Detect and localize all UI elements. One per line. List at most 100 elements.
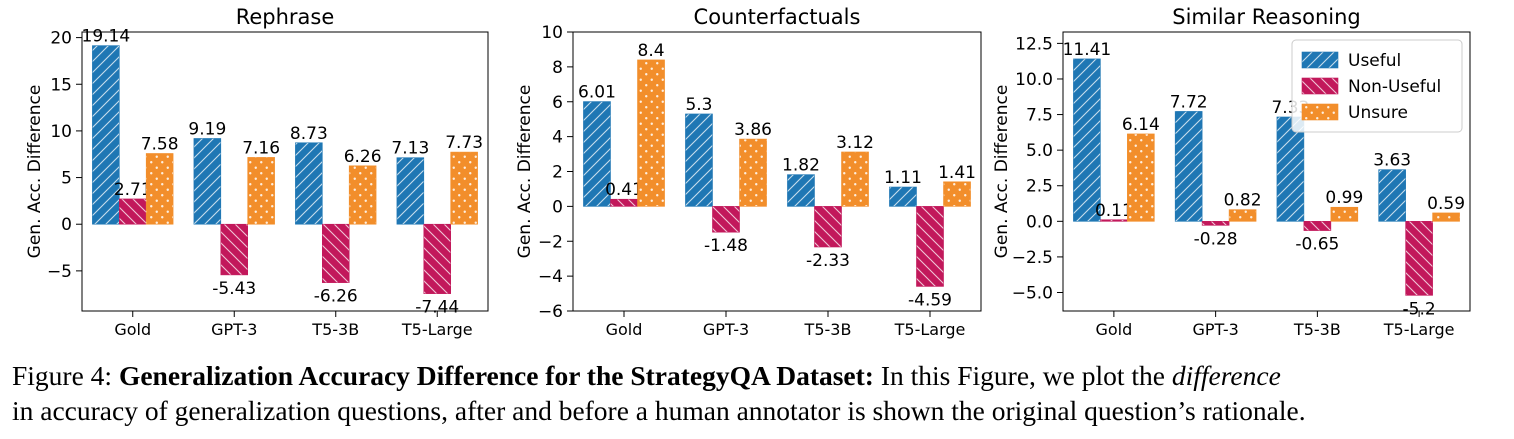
data-label: -6.26 [314,287,358,307]
data-label: 7.58 [141,134,179,154]
data-label: 1.41 [938,163,976,183]
legend-label-non-useful: Non-Useful [1348,77,1441,97]
bar-non-useful-gold [119,198,147,225]
data-label: -5.2 [1403,299,1436,319]
bar-unsure-gold [145,153,174,225]
data-label: -4.59 [908,290,952,310]
caption-bold-title: Generalization Accuracy Difference for t… [118,360,874,391]
legend-swatch-unsure [1301,103,1339,121]
x-tick-label: T5-Large [894,320,966,339]
x-tick-label: T5-Large [401,320,473,339]
bar-non-useful-t5-3b [1303,221,1332,231]
y-axis-label: Gen. Acc. Difference [992,85,1012,259]
y-tick-label: 0 [61,215,72,235]
bar-non-useful-gpt-3 [712,206,740,233]
x-tick-label: GPT-3 [703,320,749,339]
data-label: -7.44 [415,298,459,318]
y-tick-label: −5 [47,262,72,282]
x-tick-label: Gold [114,320,151,339]
data-label: 0.99 [1325,188,1363,208]
x-tick-label: Gold [1095,320,1132,339]
plot-frame [1062,31,1471,312]
x-tick-label: Gold [606,320,643,339]
bar-non-useful-t5-3b [322,223,350,283]
data-label: 7.13 [391,139,429,159]
bar-useful-t5-large [1378,169,1406,222]
chart-panel-rephrase: Rephrase −5 0 5 10 15 20 Gen. Acc. Difference 19… [25,5,489,339]
y-tick-label: 15 [50,75,72,95]
chart-title: Rephrase [236,5,335,29]
y-tick-label: 0 [552,197,563,217]
y-axis-label: Gen. Acc. Difference [515,85,535,259]
y-tick-label: 10 [541,23,563,43]
bar-useful-gold [583,101,611,207]
y-tick-label: 2 [552,163,563,183]
caption-text-1: In this Figure, we plot the [880,360,1165,391]
data-label: 0.59 [1427,194,1465,214]
bar-non-useful-gold [610,198,638,207]
data-label: -0.28 [1194,229,1238,249]
bar-unsure-gpt-3 [247,157,275,225]
data-label: 7.72 [1170,92,1208,112]
data-label: 9.19 [188,119,226,139]
y-tick-label: 20 [50,29,72,49]
y-tick-label: 10 [50,122,72,142]
data-label: 3.86 [734,120,772,140]
bar-non-useful-gpt-3 [220,223,248,276]
bar-useful-gpt-3 [193,138,222,225]
data-label: 8.4 [638,41,665,61]
y-tick-label: 12.5 [1015,34,1053,54]
x-tick-label: T5-3B [804,320,852,339]
data-label: 0.41 [605,180,643,200]
y-tick-label: 7.5 [1026,106,1053,126]
data-label: 6.01 [578,83,616,103]
y-tick-label: −4 [538,267,563,287]
chart-title: Counterfactuals [694,5,861,29]
data-label: 0.82 [1224,191,1262,211]
data-label: 5.3 [685,95,712,115]
bar-unsure-t5-3b [841,151,869,207]
bar-unsure-gpt-3 [1228,209,1257,222]
bar-unsure-gold [1127,133,1155,222]
bar-non-useful-t5-large [916,206,944,287]
data-label: 7.73 [445,133,483,153]
plot-frame [81,31,489,312]
bar-unsure-t5-large [943,181,971,207]
data-label: -2.33 [806,251,850,271]
y-tick-label: 10.0 [1015,70,1053,90]
legend-label-unsure: Unsure [1348,103,1408,123]
bar-useful-gpt-3 [1174,111,1203,222]
data-label: 19.14 [82,27,131,47]
bar-useful-gold [1073,58,1101,222]
bar-useful-t5-large [889,186,917,207]
caption-text-2: in accuracy of generalization questions,… [12,395,1306,426]
chart-title: Similar Reasoning [1172,5,1360,29]
x-tick-label: T5-3B [1293,320,1341,339]
bar-non-useful-t5-3b [814,206,842,248]
bar-unsure-t5-large [1432,212,1460,222]
data-label: 3.63 [1373,151,1411,171]
chart-panel-counterfactuals: Counterfactuals −6 −4 −2 0 2 4 6 8 10 Gen. Acc. Di… [515,5,982,339]
bar-unsure-gold [637,59,665,207]
legend-label-useful: Useful [1348,51,1401,71]
x-tick-label: GPT-3 [1192,320,1238,339]
bar-non-useful-t5-large [423,223,451,294]
y-tick-label: 4 [552,128,563,148]
y-tick-label: −2 [538,232,563,252]
legend: Useful Non-Useful Unsure [1291,39,1463,133]
bar-useful-t5-3b [787,174,815,207]
data-label: 6.14 [1122,115,1160,135]
data-label: 2.71 [114,180,152,200]
bar-unsure-t5-3b [348,165,377,225]
data-label: -1.48 [704,236,748,256]
data-label: 0.11 [1095,201,1133,221]
data-label: 3.12 [836,133,874,153]
bar-unsure-t5-large [450,151,478,225]
bar-useful-gold [92,45,120,225]
data-label: -0.65 [1295,235,1339,255]
bar-useful-t5-large [396,157,425,225]
data-label: 7.16 [242,138,280,158]
y-tick-label: 8 [552,58,563,78]
bar-unsure-t5-3b [1330,206,1359,222]
